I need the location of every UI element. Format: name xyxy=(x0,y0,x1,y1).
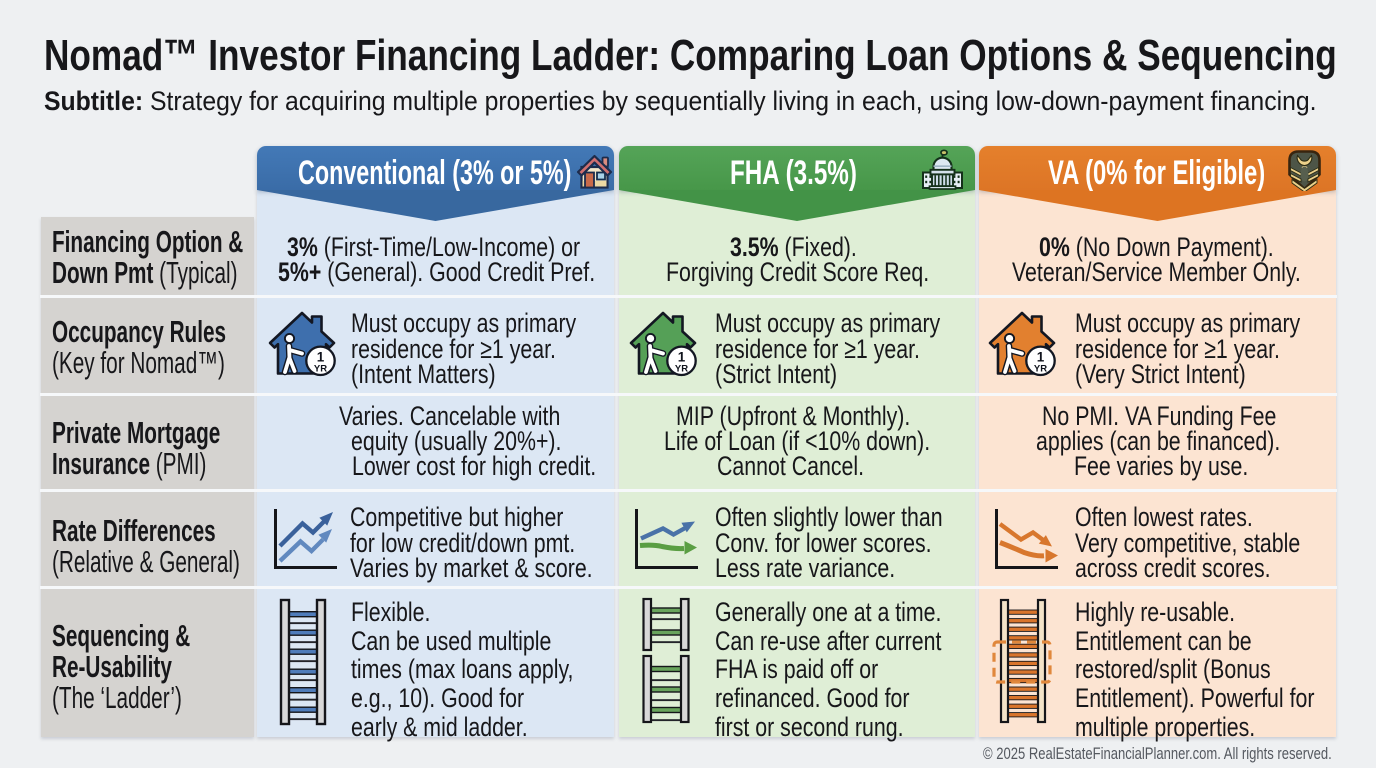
svg-text:1: 1 xyxy=(317,350,325,365)
svg-text:YR: YR xyxy=(675,364,688,375)
svg-text:YR: YR xyxy=(314,364,327,375)
svg-text:1: 1 xyxy=(678,350,686,365)
svg-text:YR: YR xyxy=(1034,364,1047,375)
svg-text:1: 1 xyxy=(1037,350,1045,365)
